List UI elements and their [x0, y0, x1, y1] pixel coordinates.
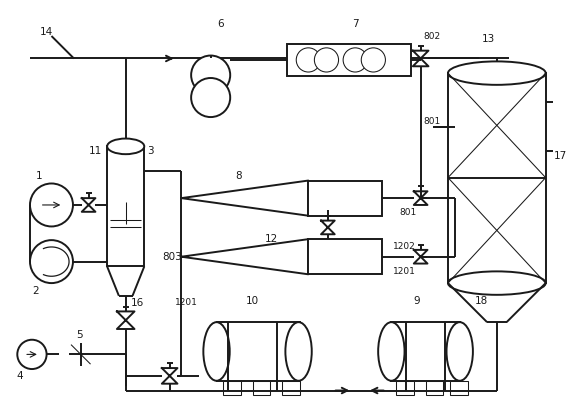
Text: 803: 803	[162, 252, 182, 262]
Text: 801: 801	[423, 118, 441, 127]
Circle shape	[191, 78, 230, 117]
Text: 9: 9	[414, 295, 421, 306]
Bar	[217, 322, 299, 381]
Bar	[450, 381, 468, 396]
Bar	[287, 44, 411, 76]
Text: 802: 802	[423, 31, 441, 41]
Text: 6: 6	[217, 19, 224, 29]
Text: 1: 1	[36, 171, 42, 181]
Circle shape	[191, 55, 230, 94]
Ellipse shape	[285, 322, 312, 381]
Text: 2: 2	[32, 286, 38, 296]
Text: 1201: 1201	[393, 267, 416, 276]
Text: 18: 18	[474, 295, 488, 306]
Circle shape	[361, 48, 385, 72]
Bar	[391, 322, 460, 381]
Text: 12: 12	[264, 234, 278, 244]
Ellipse shape	[107, 138, 144, 154]
Bar	[308, 239, 381, 274]
Ellipse shape	[203, 322, 230, 381]
Text: 17: 17	[554, 151, 566, 161]
Bar	[282, 381, 299, 396]
Circle shape	[30, 184, 73, 226]
Ellipse shape	[448, 271, 546, 295]
Circle shape	[296, 48, 320, 72]
Circle shape	[343, 48, 367, 72]
Text: 10: 10	[246, 295, 259, 306]
Text: 3: 3	[147, 146, 154, 156]
Ellipse shape	[448, 61, 546, 85]
Bar	[308, 181, 381, 216]
Text: 1202: 1202	[393, 243, 416, 252]
Text: 7: 7	[352, 19, 359, 29]
Text: 801: 801	[399, 208, 417, 217]
Circle shape	[18, 340, 46, 369]
Text: 1201: 1201	[174, 298, 198, 307]
Text: 11: 11	[89, 146, 102, 156]
Text: 4: 4	[16, 371, 23, 381]
Text: 16: 16	[131, 298, 144, 308]
Text: 14: 14	[40, 27, 53, 37]
Text: 5: 5	[76, 330, 83, 340]
Text: 13: 13	[482, 34, 495, 44]
Bar	[396, 381, 414, 396]
Bar	[252, 381, 270, 396]
Circle shape	[30, 240, 73, 283]
Ellipse shape	[447, 322, 473, 381]
Bar	[426, 381, 443, 396]
Text: 8: 8	[235, 171, 242, 181]
Ellipse shape	[378, 322, 405, 381]
Bar	[107, 147, 144, 267]
Bar	[448, 73, 546, 283]
Bar	[224, 381, 241, 396]
Circle shape	[314, 48, 338, 72]
